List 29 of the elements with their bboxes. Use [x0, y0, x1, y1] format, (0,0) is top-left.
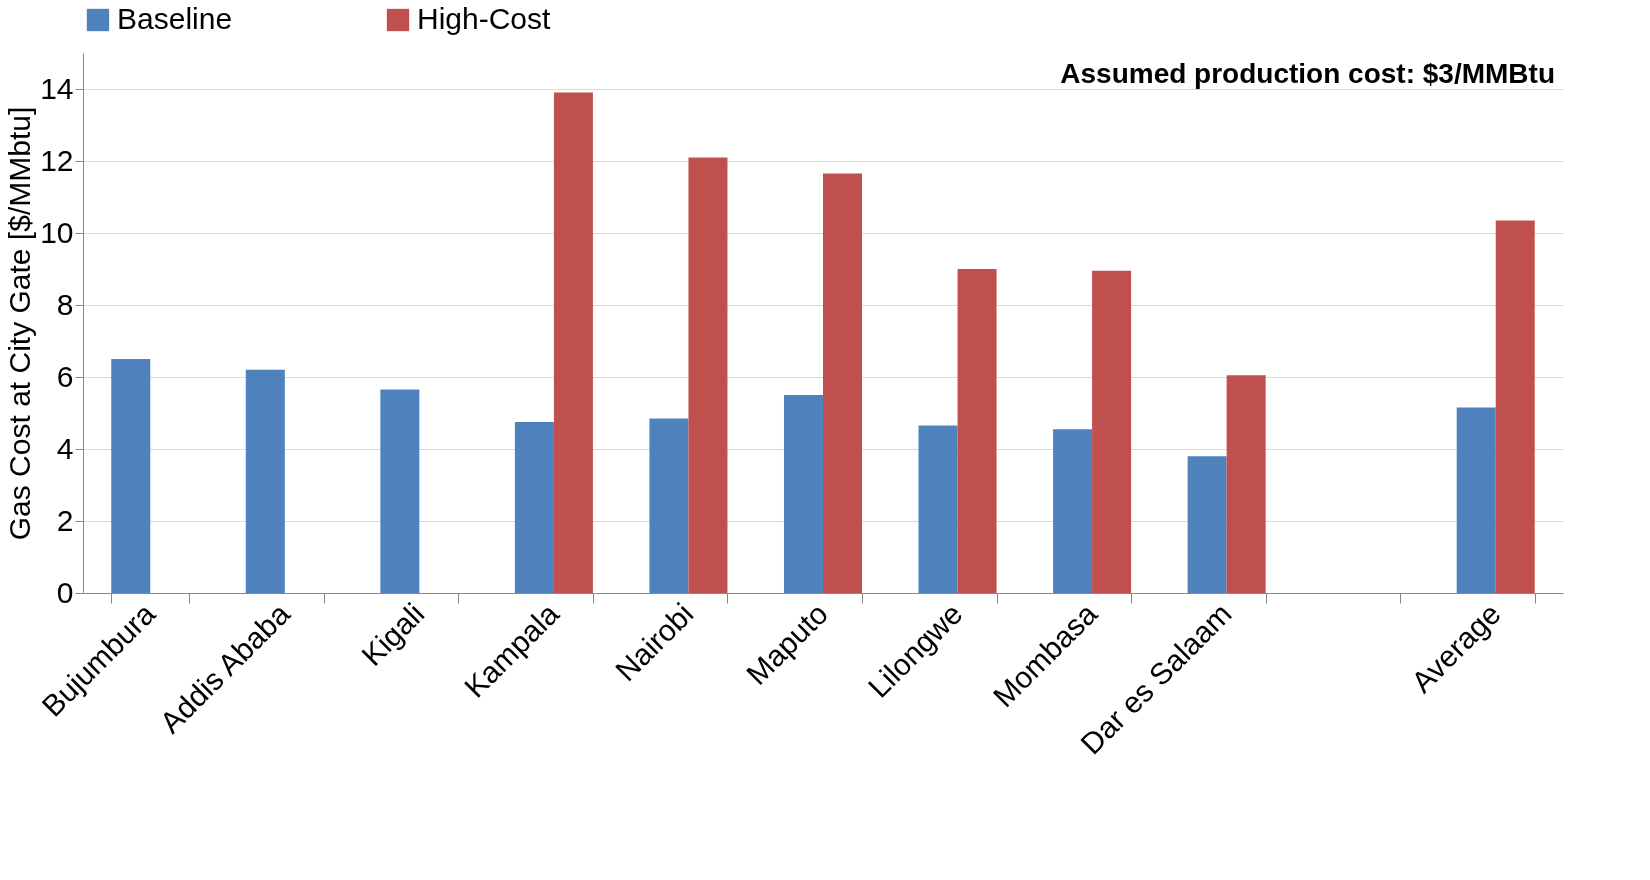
bar — [1226, 375, 1266, 593]
bar — [380, 389, 420, 593]
legend-label: Baseline — [117, 2, 233, 35]
bar — [553, 92, 593, 593]
annotation: Assumed production cost: $3/MMBtu — [1060, 58, 1555, 89]
bar — [245, 369, 285, 593]
legend-label: High-Cost — [417, 2, 552, 35]
y-tick-label: 14 — [40, 71, 74, 105]
bar — [1456, 407, 1496, 593]
bar — [1092, 270, 1132, 593]
y-tick-label: 10 — [40, 215, 74, 249]
y-tick-label: 12 — [40, 143, 74, 177]
y-axis-title: Gas Cost at City Gate [$/MMbtu] — [3, 106, 37, 541]
bar — [918, 425, 958, 593]
bar — [688, 157, 728, 593]
bar — [1495, 220, 1535, 593]
y-tick-label: 0 — [56, 575, 74, 609]
bar — [957, 269, 997, 593]
bar — [111, 359, 151, 593]
bar — [823, 173, 863, 593]
bar — [783, 395, 823, 593]
bar — [514, 422, 554, 593]
y-tick-label: 4 — [56, 431, 74, 465]
y-tick-label: 2 — [56, 503, 74, 537]
bar — [649, 418, 689, 593]
bar — [1053, 429, 1093, 593]
y-tick-label: 8 — [56, 287, 74, 321]
y-tick-label: 6 — [56, 359, 74, 393]
bar — [1187, 456, 1227, 593]
